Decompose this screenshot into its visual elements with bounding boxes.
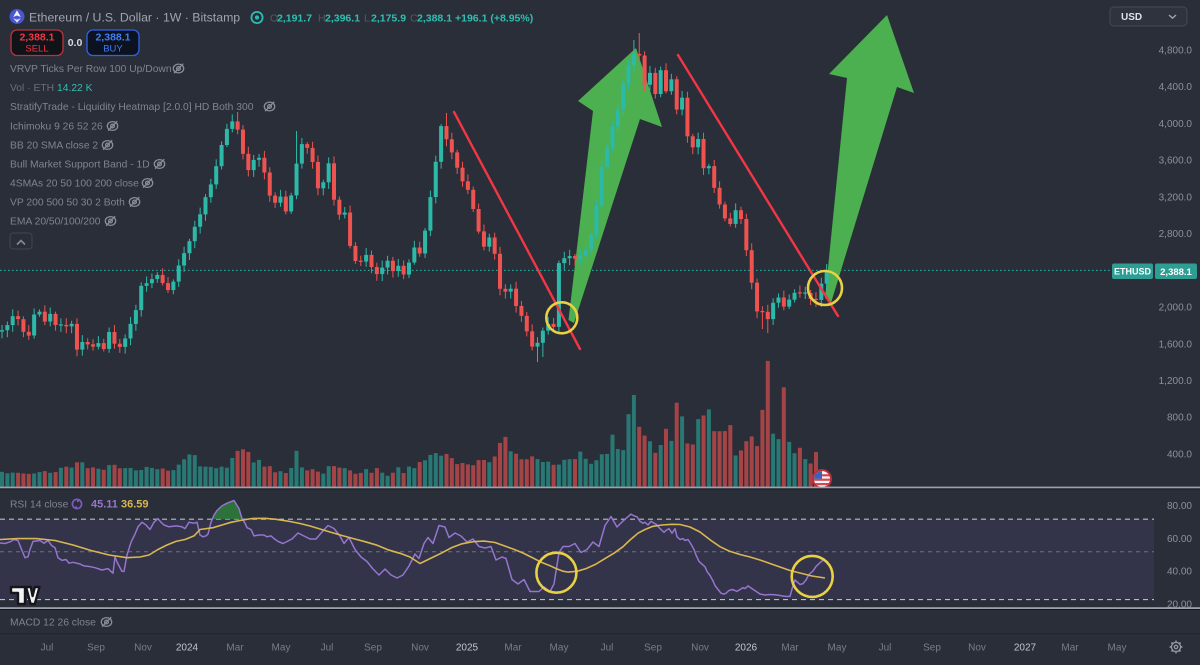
svg-text:Sep: Sep bbox=[644, 643, 662, 654]
svg-text:ETHUSD: ETHUSD bbox=[1114, 267, 1152, 277]
svg-text:Nov: Nov bbox=[411, 643, 429, 654]
svg-text:14.22 K: 14.22 K bbox=[57, 83, 93, 94]
svg-text:2,175.9: 2,175.9 bbox=[371, 13, 406, 25]
svg-text:2025: 2025 bbox=[456, 643, 479, 654]
svg-text:2024: 2024 bbox=[176, 643, 199, 654]
svg-text:2,388.1: 2,388.1 bbox=[417, 13, 452, 25]
svg-text:4,800.0: 4,800.0 bbox=[1159, 45, 1193, 56]
svg-text:36.59: 36.59 bbox=[121, 499, 149, 511]
svg-text:2,800.0: 2,800.0 bbox=[1159, 229, 1193, 240]
svg-text:0.0: 0.0 bbox=[68, 37, 83, 49]
svg-text:May: May bbox=[272, 643, 291, 654]
svg-text:May: May bbox=[1108, 643, 1127, 654]
svg-text:BB 20 SMA close 2: BB 20 SMA close 2 bbox=[10, 141, 98, 152]
svg-text:40.00: 40.00 bbox=[1167, 567, 1192, 578]
svg-text:Jul: Jul bbox=[601, 643, 614, 654]
svg-text:Sep: Sep bbox=[923, 643, 941, 654]
svg-text:2,396.1: 2,396.1 bbox=[325, 13, 360, 25]
svg-text:Bull Market Support Band - 1D: Bull Market Support Band - 1D bbox=[10, 160, 150, 171]
svg-text:VP 200 500 50 30 2 Both: VP 200 500 50 30 2 Both bbox=[10, 198, 125, 209]
svg-text:Sep: Sep bbox=[364, 643, 382, 654]
svg-text:20.00: 20.00 bbox=[1167, 600, 1192, 611]
svg-text:+196.1 (+8.95%): +196.1 (+8.95%) bbox=[455, 13, 533, 25]
svg-text:Nov: Nov bbox=[691, 643, 709, 654]
svg-text:Mar: Mar bbox=[226, 643, 244, 654]
svg-text:2026: 2026 bbox=[735, 643, 758, 654]
svg-text:BUY: BUY bbox=[103, 44, 123, 55]
svg-text:Vol · ETH: Vol · ETH bbox=[10, 83, 54, 94]
svg-text:Nov: Nov bbox=[134, 643, 152, 654]
svg-text:Mar: Mar bbox=[781, 643, 799, 654]
svg-text:45.11: 45.11 bbox=[91, 499, 118, 511]
svg-text:EMA 20/50/100/200: EMA 20/50/100/200 bbox=[10, 217, 101, 228]
svg-text:Ethereum / U.S. Dollar · 1W ·: Ethereum / U.S. Dollar · 1W · Bitstamp bbox=[29, 11, 240, 25]
svg-text:2027: 2027 bbox=[1014, 643, 1037, 654]
svg-text:2,388.1: 2,388.1 bbox=[95, 32, 130, 44]
svg-text:4,000.0: 4,000.0 bbox=[1159, 119, 1193, 130]
svg-text:SELL: SELL bbox=[25, 44, 48, 55]
svg-text:1,600.0: 1,600.0 bbox=[1159, 339, 1193, 350]
svg-text:400.0: 400.0 bbox=[1167, 449, 1192, 460]
svg-text:H: H bbox=[318, 13, 326, 25]
svg-text:C: C bbox=[410, 13, 418, 25]
svg-text:Nov: Nov bbox=[968, 643, 986, 654]
svg-text:1,200.0: 1,200.0 bbox=[1159, 376, 1193, 387]
svg-text:3,600.0: 3,600.0 bbox=[1159, 156, 1193, 167]
svg-text:RSI 14 close: RSI 14 close bbox=[10, 500, 69, 511]
svg-text:O: O bbox=[270, 13, 278, 25]
svg-text:80.00: 80.00 bbox=[1167, 501, 1192, 512]
svg-text:60.00: 60.00 bbox=[1167, 534, 1192, 545]
svg-text:Ichimoku 9 26 52 26: Ichimoku 9 26 52 26 bbox=[10, 122, 103, 133]
svg-text:Sep: Sep bbox=[87, 643, 105, 654]
svg-text:Jul: Jul bbox=[41, 643, 54, 654]
svg-text:4,400.0: 4,400.0 bbox=[1159, 82, 1193, 93]
svg-text:StratifyTrade - Liquidity Heat: StratifyTrade - Liquidity Heatmap [2.0.0… bbox=[10, 102, 254, 113]
svg-text:2,191.7: 2,191.7 bbox=[277, 13, 312, 25]
svg-text:Jul: Jul bbox=[321, 643, 334, 654]
svg-text:2,388.1: 2,388.1 bbox=[1160, 267, 1192, 278]
svg-text:VRVP Ticks Per Row 100 Up/Down: VRVP Ticks Per Row 100 Up/Down bbox=[10, 64, 172, 75]
svg-text:800.0: 800.0 bbox=[1167, 413, 1192, 424]
svg-text:May: May bbox=[550, 643, 569, 654]
svg-text:L: L bbox=[364, 13, 370, 25]
svg-text:2,388.1: 2,388.1 bbox=[19, 32, 54, 44]
svg-text:2,000.0: 2,000.0 bbox=[1159, 303, 1193, 314]
svg-text:Mar: Mar bbox=[1061, 643, 1079, 654]
svg-text:Jul: Jul bbox=[879, 643, 892, 654]
svg-text:4SMAs 20 50 100 200 close: 4SMAs 20 50 100 200 close bbox=[10, 179, 139, 190]
svg-text:Mar: Mar bbox=[504, 643, 522, 654]
svg-text:USD: USD bbox=[1121, 12, 1142, 23]
svg-text:MACD 12 26 close: MACD 12 26 close bbox=[10, 618, 96, 629]
svg-text:3,200.0: 3,200.0 bbox=[1159, 192, 1193, 203]
svg-text:May: May bbox=[828, 643, 847, 654]
